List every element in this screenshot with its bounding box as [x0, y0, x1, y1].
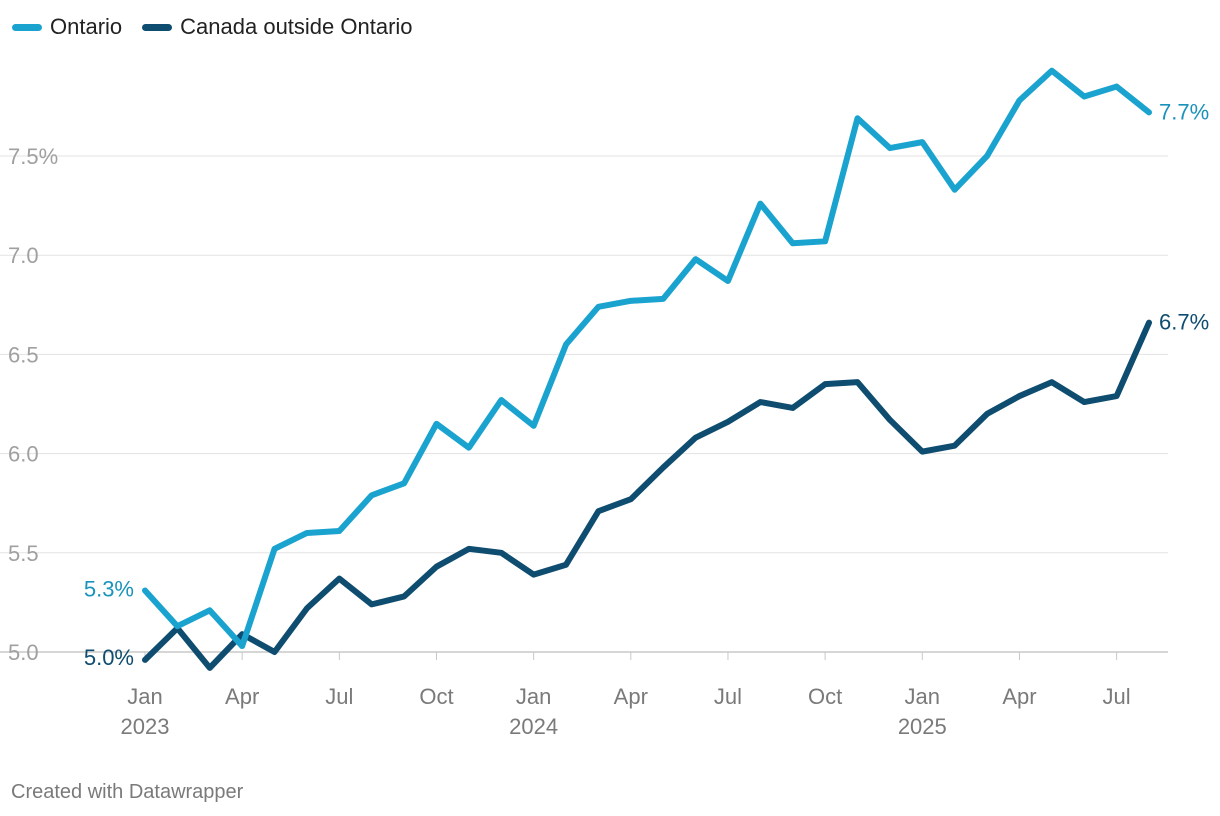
data-point-canada-outside-ontario — [725, 419, 731, 425]
legend-label-ontario: Ontario — [50, 14, 123, 39]
data-point-canada-outside-ontario — [369, 601, 375, 607]
series-line-canada-outside-ontario — [142, 319, 1152, 671]
chart-legend: Ontario Canada outside Ontario — [12, 14, 413, 40]
data-point-canada-outside-ontario — [887, 417, 893, 423]
y-tick-label-55: 5.5 — [8, 541, 39, 566]
start-label-canada-outside-ontario: 5.0% — [84, 645, 134, 670]
data-point-ontario — [174, 623, 180, 629]
data-point-ontario — [595, 304, 601, 310]
y-tick-label-60: 6.0 — [8, 442, 39, 467]
data-point-canada-outside-ontario — [1016, 393, 1022, 399]
start-label-ontario: 5.3% — [84, 576, 134, 601]
data-point-ontario — [207, 607, 213, 613]
data-point-canada-outside-ontario — [336, 576, 342, 582]
data-point-ontario — [725, 278, 731, 284]
data-point-canada-outside-ontario — [563, 562, 569, 568]
data-point-ontario — [952, 187, 958, 193]
data-point-ontario — [1081, 93, 1087, 99]
x-tick-label-12: Jan — [516, 684, 551, 709]
y-tick-label-70: 7.0 — [8, 243, 39, 268]
data-point-canada-outside-ontario — [952, 443, 958, 449]
x-tick-label-24: Jan — [905, 684, 940, 709]
x-tick-year-2024: 2024 — [509, 714, 558, 739]
end-label-ontario: 7.7% — [1159, 99, 1209, 124]
data-point-canada-outside-ontario — [304, 605, 310, 611]
data-point-ontario — [660, 296, 666, 302]
data-point-ontario — [693, 256, 699, 262]
data-point-ontario — [887, 145, 893, 151]
x-tick-label-0: Jan — [127, 684, 162, 709]
data-point-canada-outside-ontario — [855, 379, 861, 385]
data-point-canada-outside-ontario — [595, 508, 601, 514]
data-point-canada-outside-ontario — [401, 593, 407, 599]
x-tick-label-21: Oct — [808, 684, 842, 709]
legend-item-canada-outside-ontario: Canada outside Ontario — [142, 14, 413, 40]
x-tick-label-6: Jul — [325, 684, 353, 709]
data-point-ontario — [1049, 68, 1055, 74]
x-tick-label-15: Apr — [614, 684, 648, 709]
x-tick-year-2025: 2025 — [898, 714, 947, 739]
data-point-ontario — [822, 238, 828, 244]
data-point-ontario — [433, 421, 439, 427]
data-point-ontario — [1146, 109, 1152, 115]
data-point-canada-outside-ontario — [1049, 379, 1055, 385]
data-point-ontario — [239, 643, 245, 649]
data-point-canada-outside-ontario — [207, 665, 213, 671]
y-tick-label-50: 5.0 — [8, 640, 39, 665]
data-point-canada-outside-ontario — [498, 550, 504, 556]
data-point-ontario — [1114, 84, 1120, 90]
data-point-ontario — [531, 423, 537, 429]
data-point-canada-outside-ontario — [1114, 393, 1120, 399]
data-point-canada-outside-ontario — [693, 435, 699, 441]
data-point-ontario — [563, 341, 569, 347]
data-point-canada-outside-ontario — [919, 449, 925, 455]
x-tick-label-9: Oct — [419, 684, 453, 709]
y-tick-label-75: 7.5% — [8, 144, 58, 169]
data-point-canada-outside-ontario — [142, 657, 148, 663]
x-tick-label-30: Jul — [1103, 684, 1131, 709]
data-point-ontario — [272, 546, 278, 552]
footer-credit: Created with Datawrapper — [11, 781, 244, 803]
data-point-canada-outside-ontario — [433, 564, 439, 570]
legend-label-canada-outside-ontario: Canada outside Ontario — [180, 14, 413, 39]
legend-item-ontario: Ontario — [12, 14, 122, 40]
data-point-ontario — [142, 587, 148, 593]
data-point-canada-outside-ontario — [628, 496, 634, 502]
end-label-canada-outside-ontario: 6.7% — [1159, 310, 1209, 335]
data-point-ontario — [1016, 97, 1022, 103]
x-tick-label-27: Apr — [1002, 684, 1036, 709]
legend-swatch-ontario — [12, 23, 42, 31]
x-tick-label-18: Jul — [714, 684, 742, 709]
series-line-ontario — [142, 67, 1152, 650]
data-point-ontario — [919, 139, 925, 145]
data-point-canada-outside-ontario — [531, 572, 537, 578]
data-point-canada-outside-ontario — [790, 405, 796, 411]
data-point-canada-outside-ontario — [1146, 320, 1152, 326]
data-point-canada-outside-ontario — [466, 546, 472, 552]
x-tick-year-2023: 2023 — [121, 714, 170, 739]
data-point-ontario — [401, 480, 407, 486]
data-point-ontario — [628, 298, 634, 304]
data-point-ontario — [304, 530, 310, 536]
data-point-canada-outside-ontario — [660, 464, 666, 470]
data-point-ontario — [984, 153, 990, 159]
data-point-ontario — [790, 240, 796, 246]
data-point-ontario — [855, 115, 861, 121]
y-tick-label-65: 6.5 — [8, 342, 39, 367]
data-point-canada-outside-ontario — [1081, 399, 1087, 405]
data-point-canada-outside-ontario — [822, 381, 828, 387]
data-point-ontario — [466, 445, 472, 451]
data-point-ontario — [757, 201, 763, 207]
data-point-canada-outside-ontario — [272, 649, 278, 655]
legend-swatch-canada-outside-ontario — [142, 23, 173, 31]
data-point-ontario — [498, 397, 504, 403]
data-point-canada-outside-ontario — [984, 411, 990, 417]
data-point-canada-outside-ontario — [757, 399, 763, 405]
data-point-ontario — [336, 528, 342, 534]
data-point-ontario — [369, 492, 375, 498]
x-tick-label-3: Apr — [225, 684, 259, 709]
